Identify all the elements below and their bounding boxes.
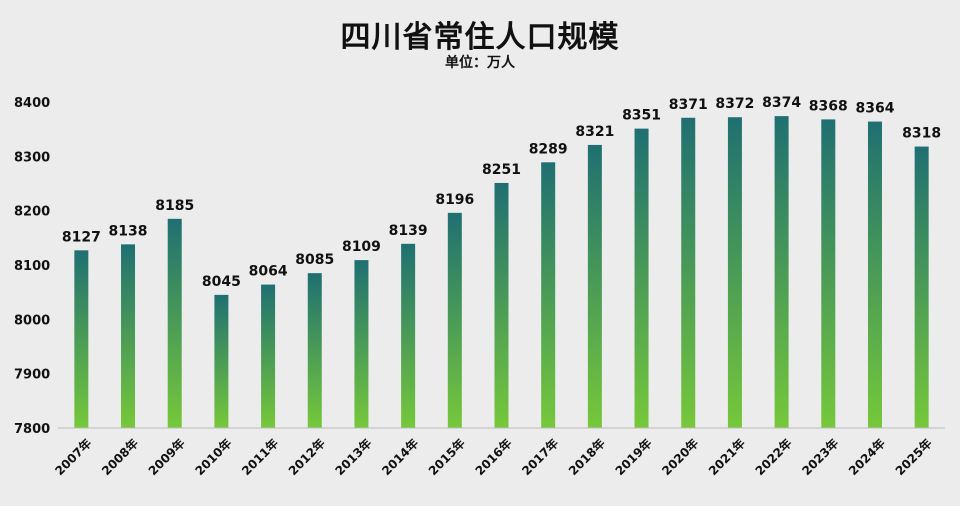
bar: [914, 146, 929, 428]
bar: [774, 116, 789, 429]
bar: [261, 284, 276, 428]
bar: [587, 144, 602, 428]
chart-title: 四川省常住人口规模: [340, 20, 620, 55]
bar: [121, 244, 136, 428]
x-tick-label: 2024年: [845, 435, 888, 478]
data-label: 8318: [902, 126, 941, 142]
x-tick-label: 2015年: [425, 435, 468, 478]
x-tick-label: 2012年: [285, 435, 328, 478]
y-tick-label: 8000: [14, 313, 50, 328]
chart-subtitle: 单位：万人: [445, 55, 515, 71]
bars: [74, 116, 929, 429]
x-tick-label: 2016年: [472, 435, 515, 478]
x-tick-label: 2014年: [378, 435, 421, 478]
y-tick-label: 8200: [14, 205, 50, 220]
y-tick-label: 8100: [14, 259, 50, 274]
bar: [354, 260, 369, 428]
x-tick-label: 2022年: [752, 435, 795, 478]
bar: [867, 121, 882, 428]
data-label: 8139: [389, 223, 428, 239]
x-tick-label: 2023年: [799, 435, 842, 478]
bar: [167, 218, 182, 428]
x-tick-label: 2008年: [98, 435, 141, 478]
data-label: 8351: [622, 108, 661, 124]
data-label: 8371: [669, 97, 708, 113]
data-labels: 8127 8138 8185 8045 8064 8085 8109 8139 8196 8251…: [62, 95, 941, 290]
data-label: 8289: [529, 141, 568, 157]
x-tick-label: 2013年: [332, 435, 375, 478]
y-axis: 7800 7900 8000 8100 8200 8300 8400: [14, 96, 50, 437]
data-label: 8251: [482, 162, 521, 178]
bar: [727, 117, 742, 429]
bar: [821, 119, 836, 429]
data-label: 8185: [155, 198, 194, 214]
x-tick-label: 2009年: [145, 435, 188, 478]
data-label: 8109: [342, 239, 381, 255]
x-tick-label: 2020年: [659, 435, 702, 478]
bar: [307, 273, 322, 428]
x-tick-label: 2010年: [192, 435, 235, 478]
x-tick-label: 2025年: [892, 435, 935, 478]
bar: [401, 243, 416, 428]
data-label: 8374: [762, 95, 801, 111]
bar: [447, 212, 462, 428]
bar: [541, 162, 556, 428]
x-tick-label: 2019年: [612, 435, 655, 478]
data-label: 8045: [202, 274, 241, 290]
data-label: 8321: [575, 124, 614, 140]
x-tick-label: 2011年: [238, 435, 281, 478]
y-tick-label: 7900: [14, 368, 50, 383]
data-label: 8127: [62, 229, 101, 245]
x-tick-label: 2017年: [519, 435, 562, 478]
data-label: 8085: [295, 252, 334, 268]
bar: [74, 250, 89, 428]
bar: [681, 117, 696, 429]
x-tick-label: 2007年: [52, 435, 95, 478]
data-label: 8064: [249, 264, 288, 280]
x-tick-label: 2021年: [705, 435, 748, 478]
y-tick-label: 8300: [14, 150, 50, 165]
bar: [634, 128, 649, 428]
bar: [214, 294, 229, 428]
data-label: 8138: [109, 223, 148, 239]
y-tick-label: 8400: [14, 96, 50, 111]
x-tick-label: 2018年: [565, 435, 608, 478]
data-label: 8372: [715, 96, 754, 112]
data-label: 8368: [809, 98, 848, 114]
data-label: 8196: [435, 192, 474, 208]
data-label: 8364: [855, 101, 894, 117]
y-tick-label: 7800: [14, 422, 50, 437]
x-axis: 2007年 2008年 2009年 2010年 2011年 2012年 2013年 2014年…: [52, 427, 945, 478]
bar: [494, 182, 509, 428]
